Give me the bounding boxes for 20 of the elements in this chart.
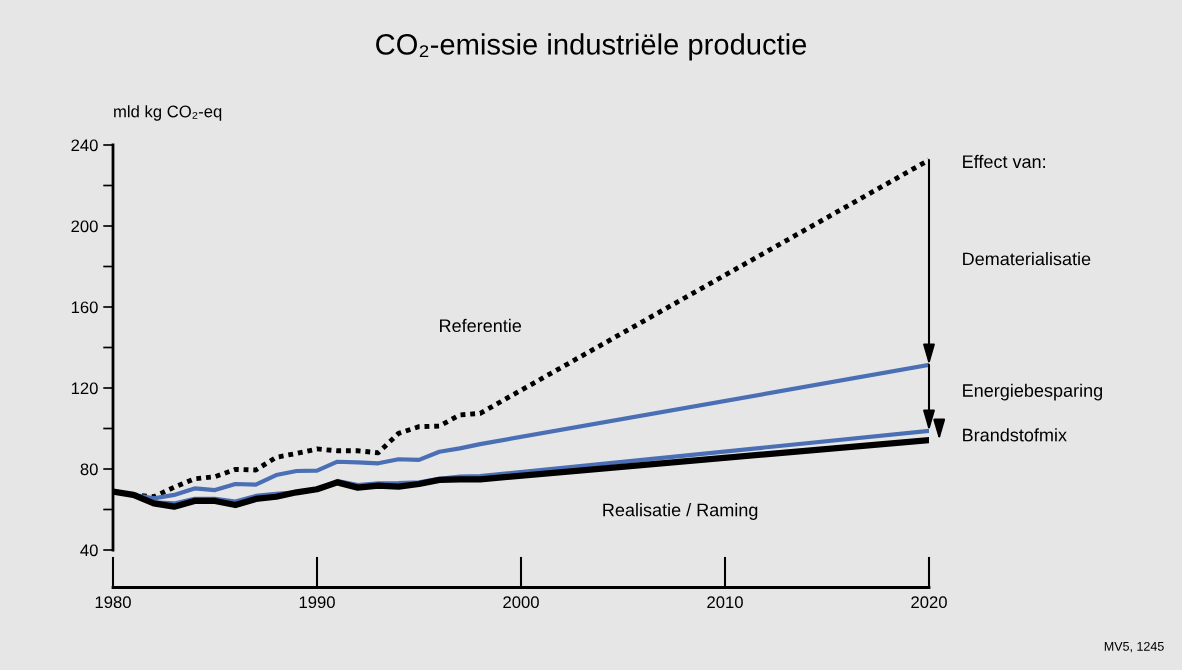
text: Brandstofmix — [963, 428, 1067, 442]
annotation: Referentie — [440, 318, 522, 333]
text: Dematerialisatie — [963, 252, 1091, 266]
y-tick-label: 200 — [71, 220, 98, 233]
y-tick-label: 160 — [71, 301, 98, 314]
y-tick-label: 120 — [71, 382, 98, 395]
y-tick-label: 80 — [80, 463, 98, 476]
text: MV5, 1245 — [1104, 641, 1164, 653]
y-tick-label: 40 — [80, 544, 98, 557]
x-tick-label: 2010 — [707, 596, 743, 609]
text: Energiebesparing — [963, 383, 1103, 401]
text: Effect van: — [963, 154, 1045, 169]
y-tick-label: 240 — [71, 139, 98, 152]
y-axis-title: mld kg CO₂-eq — [114, 105, 222, 121]
annotation: Realisatie / Raming — [603, 503, 758, 520]
x-tick-label: 1990 — [299, 596, 335, 609]
x-tick-label: 1980 — [95, 596, 131, 609]
x-tick-label: 2000 — [503, 596, 539, 609]
x-tick-label: 2020 — [911, 596, 947, 609]
chart-title: CO₂-emissie industriële productie — [376, 33, 807, 61]
